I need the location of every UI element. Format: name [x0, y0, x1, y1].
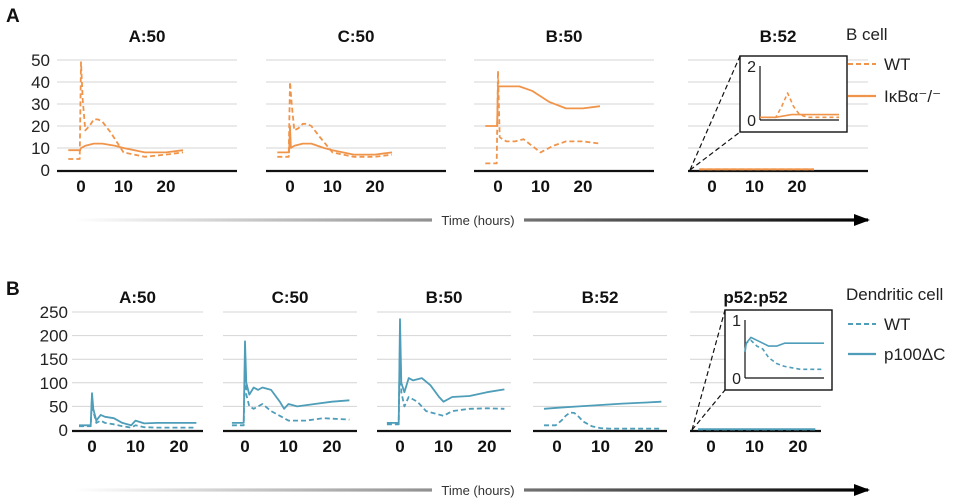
x-tick-label: 20	[366, 177, 385, 196]
x-tick-label: 0	[493, 177, 502, 196]
subplot-title: B:52	[760, 27, 797, 46]
subplot-title: A:50	[129, 27, 166, 46]
y-tick-label: 40	[31, 73, 50, 92]
panel-letter-A: A	[6, 6, 20, 27]
legend-label-mutant: p100ΔC	[884, 345, 945, 364]
subplot-title: p52:p52	[723, 288, 787, 307]
series-line-mutant	[277, 125, 393, 156]
series-line-mutant	[79, 392, 197, 427]
legend-label-wt: WT	[884, 55, 910, 74]
subplot-title: C:50	[272, 288, 309, 307]
inset-leader	[689, 131, 741, 171]
x-tick-label: 0	[706, 437, 715, 456]
legend-label-mutant: IκBα⁻/⁻	[884, 87, 941, 106]
inset-leader	[691, 389, 726, 431]
subplot-title: B:50	[426, 288, 463, 307]
x-tick-label: 20	[788, 177, 807, 196]
y-tick-label: 0	[59, 421, 68, 440]
inset-leader	[689, 55, 741, 171]
subplot-title: B:50	[546, 27, 583, 46]
time-label-bg	[432, 479, 524, 498]
x-tick-label: 10	[531, 177, 550, 196]
inset-series-line-wt	[744, 339, 824, 371]
inset-series-line-mutant	[744, 336, 824, 353]
subplot-title: C:50	[338, 27, 375, 46]
inset-y-tick: 0	[747, 113, 756, 130]
inset-box	[739, 55, 848, 133]
series-line-wt	[544, 411, 662, 430]
x-tick-label: 0	[552, 437, 561, 456]
series-line-wt	[485, 70, 601, 165]
y-tick-label: 100	[40, 374, 68, 393]
time-arrow-head	[854, 484, 870, 496]
inset-series-line-wt	[760, 92, 839, 119]
time-arrow-head	[854, 214, 870, 226]
y-tick-label: 30	[31, 95, 50, 114]
x-tick-label: 10	[126, 437, 145, 456]
x-tick-label: 0	[395, 437, 404, 456]
y-tick-label: 20	[31, 117, 50, 136]
legend-cell-type: B cell	[846, 25, 888, 44]
x-tick-label: 20	[170, 437, 189, 456]
x-tick-label: 10	[114, 177, 133, 196]
inset-y-tick: 0	[732, 371, 741, 388]
x-tick-label: 0	[87, 437, 96, 456]
x-tick-label: 20	[789, 437, 808, 456]
y-tick-label: 10	[31, 139, 50, 158]
inset-leader	[691, 309, 726, 431]
inset-series-line-mutant	[760, 113, 839, 119]
series-line-mutant	[68, 142, 184, 154]
x-tick-label: 20	[323, 437, 342, 456]
x-tick-label: 0	[707, 177, 716, 196]
subplot-title: B:52	[582, 288, 619, 307]
x-tick-label: 10	[745, 177, 764, 196]
series-line-wt	[231, 358, 350, 427]
y-tick-label: 50	[31, 51, 50, 70]
x-tick-label: 10	[279, 437, 298, 456]
x-tick-label: 20	[478, 437, 497, 456]
series-line-mutant	[543, 400, 662, 410]
y-tick-label: 50	[49, 397, 68, 416]
x-tick-label: 0	[240, 437, 249, 456]
y-tick-label: 150	[40, 350, 68, 369]
y-tick-label: 200	[40, 327, 68, 346]
x-tick-label: 20	[157, 177, 176, 196]
inset-box	[724, 309, 833, 391]
x-tick-label: 10	[745, 437, 764, 456]
y-tick-label: 250	[40, 303, 68, 322]
legend-cell-type: Dendritic cell	[846, 285, 943, 304]
series-line-wt	[68, 61, 184, 160]
inset-y-tick: 2	[747, 59, 756, 76]
time-axis-label: Time (hours)	[441, 483, 514, 498]
x-tick-label: 20	[574, 177, 593, 196]
y-tick-label: 0	[41, 161, 50, 180]
x-tick-label: 0	[76, 177, 85, 196]
inset-y-tick: 1	[732, 313, 741, 330]
series-line-mutant	[485, 85, 601, 127]
x-tick-label: 10	[323, 177, 342, 196]
time-axis-label: Time (hours)	[441, 213, 514, 228]
x-tick-label: 20	[635, 437, 654, 456]
time-label-bg	[432, 209, 524, 229]
series-line-wt	[277, 81, 393, 158]
panel-letter-B: B	[6, 279, 20, 300]
subplot-title: A:50	[119, 288, 156, 307]
legend-label-wt: WT	[884, 315, 910, 334]
series-line-mutant	[386, 318, 505, 424]
series-line-mutant	[231, 340, 350, 424]
x-tick-label: 10	[434, 437, 453, 456]
x-tick-label: 0	[285, 177, 294, 196]
x-tick-label: 10	[591, 437, 610, 456]
